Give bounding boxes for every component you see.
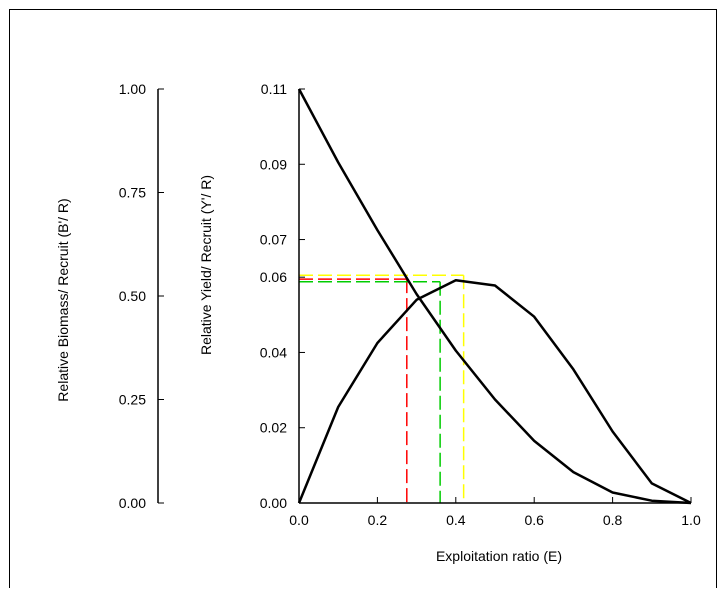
reference-lines [299,274,465,503]
y2-tick-label: 1.00 [119,81,146,97]
y-tick-label: 0.00 [260,495,287,511]
x-tick-label: 0.2 [368,512,388,528]
x-tick-label: 0.4 [446,512,466,528]
y2-tick-label: 0.25 [119,392,146,408]
y-tick-label: 0.11 [261,81,287,97]
x-tick-label: 0.6 [524,512,544,528]
series-line-1 [297,88,692,505]
y-tick-label: 0.06 [260,269,287,285]
y-axis-label: Relative Yield/ Recruit (Y'/ R) [198,175,214,355]
chart-frame [9,9,717,588]
y2-axis-label: Relative Biomass/ Recruit (B'/ R) [55,198,71,401]
x-tick-label: 1.0 [681,512,701,528]
y2-tick-label: 0.50 [119,288,146,304]
y-tick-label: 0.02 [260,420,287,436]
y-tick-label: 0.07 [260,232,287,248]
x-tick-label: 0.8 [603,512,623,528]
y-tick-label: 0.09 [260,156,287,172]
y-tick-label: 0.04 [260,344,287,360]
series-line-0 [297,278,692,505]
x-axis-label: Exploitation ratio (E) [436,548,562,564]
x-tick-label: 0.0 [289,512,309,528]
y2-tick-label: 0.00 [119,495,146,511]
series-group [297,88,692,505]
y2-tick-label: 0.75 [119,185,146,201]
axes: 0.0 0.2 0.4 0.6 0.8 1.0 0.00 0.02 0.04 0.06 0.07 0.… [119,81,701,528]
